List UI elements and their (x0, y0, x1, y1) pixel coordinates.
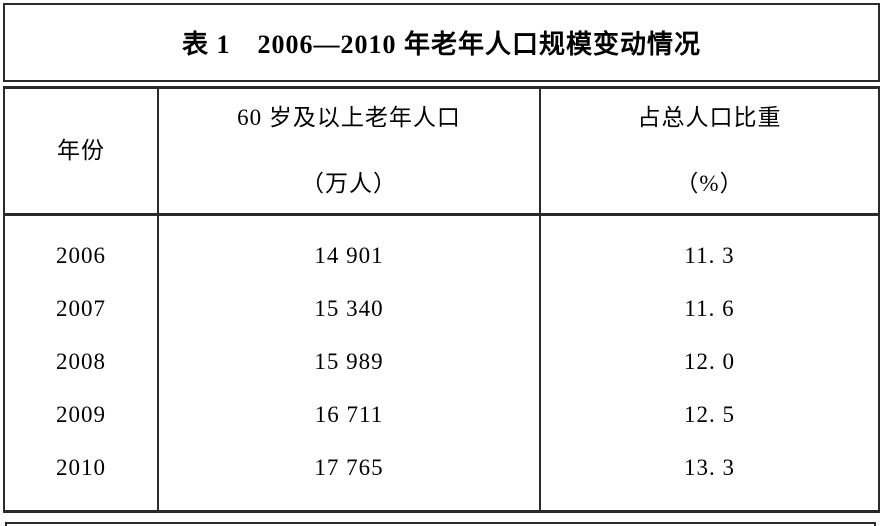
column-year: 2006 2007 2008 2009 2010 (5, 216, 159, 510)
header-population-label: 60 岁及以上老年人口 (237, 105, 461, 130)
header-share-label: 占总人口比重 (637, 105, 782, 130)
share-cell: 12. 5 (684, 401, 735, 427)
column-share: 11. 3 11. 6 12. 0 12. 5 13. 3 (541, 216, 878, 510)
header-year-label: 年份 (57, 138, 105, 163)
population-cell: 16 711 (314, 401, 384, 427)
table-body: 2006 2007 2008 2009 2010 14 901 15 340 1… (5, 216, 878, 510)
year-cell: 2008 (56, 348, 106, 374)
header-cell-year: 年份 (5, 89, 159, 213)
header-share-unit: （%） (675, 171, 744, 196)
header-cell-share: 占总人口比重 （%） (541, 89, 878, 213)
year-cell: 2006 (56, 242, 106, 268)
table-title-box: 表 1 2006—2010 年老年人口规模变动情况 (3, 3, 880, 82)
population-cell: 17 765 (314, 454, 384, 480)
year-cell: 2007 (56, 295, 106, 321)
next-section-top-rule (5, 522, 876, 526)
population-cell: 15 340 (314, 295, 384, 321)
share-cell: 13. 3 (684, 454, 735, 480)
column-population: 14 901 15 340 15 989 16 711 17 765 (159, 216, 541, 510)
header-cell-population: 60 岁及以上老年人口 （万人） (159, 89, 541, 213)
share-cell: 11. 6 (684, 295, 735, 321)
population-table: 年份 60 岁及以上老年人口 （万人） 占总人口比重 （%） 2006 2007… (3, 86, 880, 513)
table-title: 表 1 2006—2010 年老年人口规模变动情况 (181, 30, 701, 59)
population-cell: 15 989 (314, 348, 384, 374)
year-cell: 2009 (56, 401, 106, 427)
header-population-unit: （万人） (301, 171, 397, 196)
share-cell: 11. 3 (684, 242, 735, 268)
population-cell: 14 901 (314, 242, 384, 268)
year-cell: 2010 (56, 454, 106, 480)
table-header-row: 年份 60 岁及以上老年人口 （万人） 占总人口比重 （%） (5, 89, 878, 216)
share-cell: 12. 0 (684, 348, 735, 374)
